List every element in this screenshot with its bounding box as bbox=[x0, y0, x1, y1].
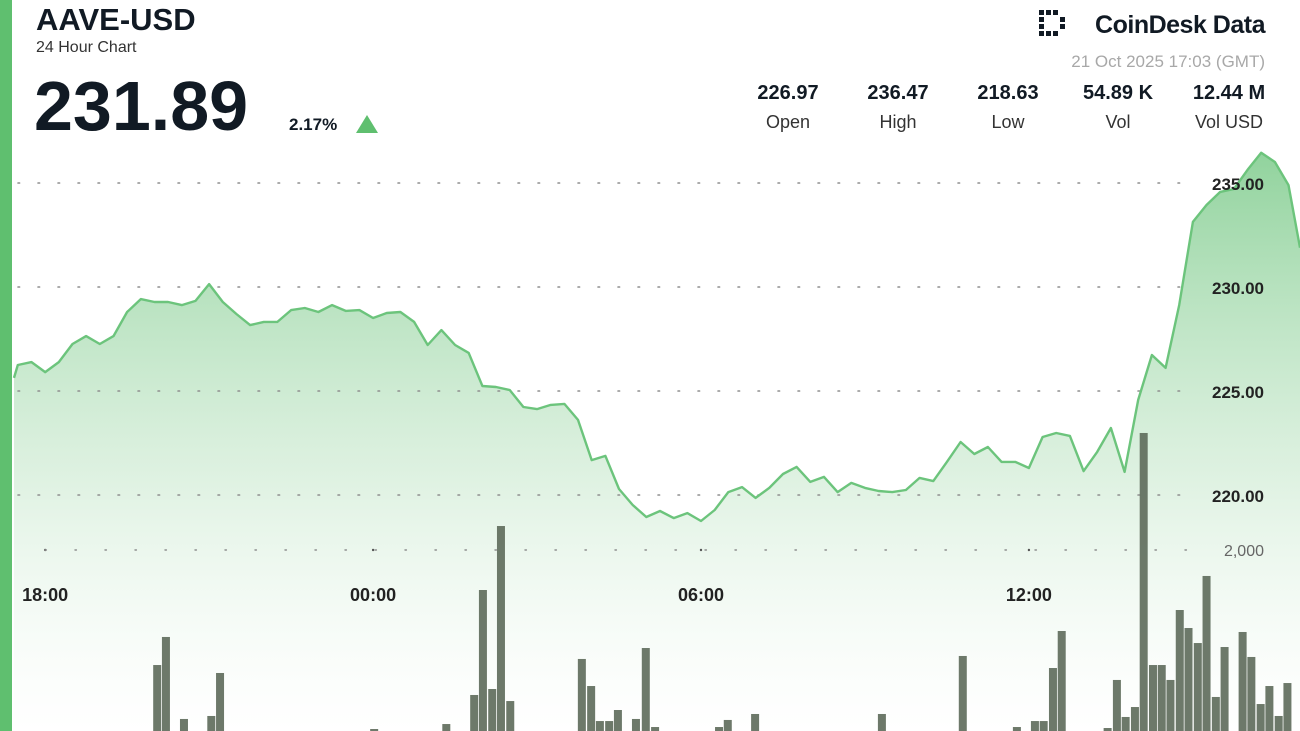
volume-bar bbox=[723, 719, 732, 731]
area-layer bbox=[14, 152, 1300, 731]
timestamp: 21 Oct 2025 17:03 (GMT) bbox=[1071, 52, 1265, 71]
price-area bbox=[14, 152, 1300, 731]
volume-bar bbox=[595, 721, 604, 731]
volume-bar bbox=[442, 724, 451, 731]
stat-value: 226.97 bbox=[757, 82, 818, 104]
line-layer bbox=[12, 151, 1300, 523]
volume-layer bbox=[153, 432, 1292, 731]
volume-bar bbox=[1202, 575, 1211, 731]
volume-tick-label: 2,000 bbox=[1224, 543, 1264, 560]
volume-bar bbox=[1211, 696, 1220, 731]
stat-label: Vol USD bbox=[1195, 112, 1263, 132]
volume-bar bbox=[1139, 432, 1148, 731]
volume-bar bbox=[958, 655, 967, 731]
volume-bar bbox=[1012, 727, 1021, 731]
volume-bar bbox=[877, 713, 886, 731]
stats: 226.97 Open 236.47 High 218.63 Low 54.89 K Vol 1… bbox=[757, 82, 1265, 132]
change: 2.17% bbox=[289, 115, 337, 134]
price-line bbox=[12, 151, 1300, 523]
stat-value: 218.63 bbox=[977, 82, 1038, 104]
volume-bar bbox=[1057, 630, 1066, 731]
brand-logo bbox=[1039, 10, 1065, 36]
volume-bar bbox=[153, 665, 162, 731]
volume-bar bbox=[1238, 631, 1247, 731]
x-tick-label: 00:00 bbox=[350, 585, 396, 605]
stat-label: Open bbox=[766, 112, 810, 132]
volume-bar bbox=[161, 636, 170, 731]
volume-bar bbox=[506, 701, 515, 731]
volume-bar bbox=[631, 718, 640, 731]
volume-bar bbox=[1274, 715, 1283, 731]
x-tick-label: 18:00 bbox=[22, 585, 68, 605]
volume-bar bbox=[641, 648, 650, 731]
stat-label: Vol bbox=[1105, 112, 1130, 132]
volume-bar bbox=[577, 658, 586, 731]
x-tick-mark bbox=[699, 548, 703, 552]
volume-bar bbox=[1175, 610, 1184, 731]
volume-bar bbox=[496, 526, 505, 731]
volume-bar bbox=[179, 718, 188, 731]
volume-bar bbox=[1039, 721, 1048, 731]
title: AAVE-USD bbox=[36, 2, 196, 37]
volume-bar bbox=[613, 710, 622, 731]
accent-bar bbox=[0, 0, 12, 731]
volume-bar bbox=[1157, 665, 1166, 731]
stat-label: High bbox=[879, 112, 916, 132]
y-tick-label: 225.00 bbox=[1212, 383, 1264, 402]
volume-bar bbox=[1148, 665, 1157, 731]
volume-bar bbox=[1247, 656, 1256, 731]
volume-bar bbox=[605, 721, 614, 731]
volume-bar bbox=[470, 694, 479, 731]
volume-bar bbox=[651, 727, 660, 731]
x-tick-label: 12:00 bbox=[1006, 585, 1052, 605]
volume-bar bbox=[216, 672, 225, 731]
volume-bar bbox=[1184, 628, 1193, 731]
volume-bar bbox=[1193, 643, 1202, 731]
volume-bar bbox=[1220, 647, 1229, 731]
y-tick-label: 230.00 bbox=[1212, 279, 1264, 298]
up-arrow bbox=[356, 115, 378, 133]
x-tick-mark bbox=[1027, 548, 1031, 552]
plot: 220.00 225.00 230.00 235.00 18:00 00:00 06:00 1… bbox=[12, 151, 1300, 731]
volume-bar bbox=[1103, 728, 1112, 731]
volume-bar bbox=[488, 689, 497, 731]
x-tick-mark bbox=[371, 548, 375, 552]
stat-value: 236.47 bbox=[867, 82, 928, 104]
volume-bar bbox=[715, 727, 724, 731]
volume-bar bbox=[1112, 679, 1121, 731]
x-tick-label: 06:00 bbox=[678, 585, 724, 605]
stat-label: Low bbox=[991, 112, 1025, 132]
y-tick-label: 235.00 bbox=[1212, 175, 1264, 194]
volume-bar bbox=[207, 715, 216, 731]
volume-bar bbox=[1283, 683, 1292, 731]
volume-bar bbox=[1121, 716, 1130, 731]
brand: CoinDesk Data bbox=[1095, 11, 1267, 39]
volume-bar bbox=[1265, 686, 1274, 731]
y-tick-label: 220.00 bbox=[1212, 487, 1264, 506]
volume-bar bbox=[1166, 679, 1175, 731]
volume-bar bbox=[587, 686, 596, 731]
grid-layer bbox=[17, 182, 1206, 552]
volume-bar bbox=[1256, 704, 1265, 731]
volume-bar bbox=[478, 590, 487, 731]
stat-value: 54.89 K bbox=[1083, 82, 1154, 104]
label-layer: 220.00 225.00 230.00 235.00 18:00 00:00 06:00 1… bbox=[22, 175, 1264, 605]
volume-bar bbox=[751, 713, 760, 731]
subtitle: 24 Hour Chart bbox=[36, 39, 137, 56]
price: 231.89 bbox=[34, 67, 248, 145]
stat-value: 12.44 M bbox=[1193, 82, 1265, 104]
volume-bar bbox=[370, 729, 379, 731]
volume-bar bbox=[1130, 707, 1139, 731]
volume-bar bbox=[1030, 721, 1039, 731]
volume-bar bbox=[1048, 668, 1057, 731]
